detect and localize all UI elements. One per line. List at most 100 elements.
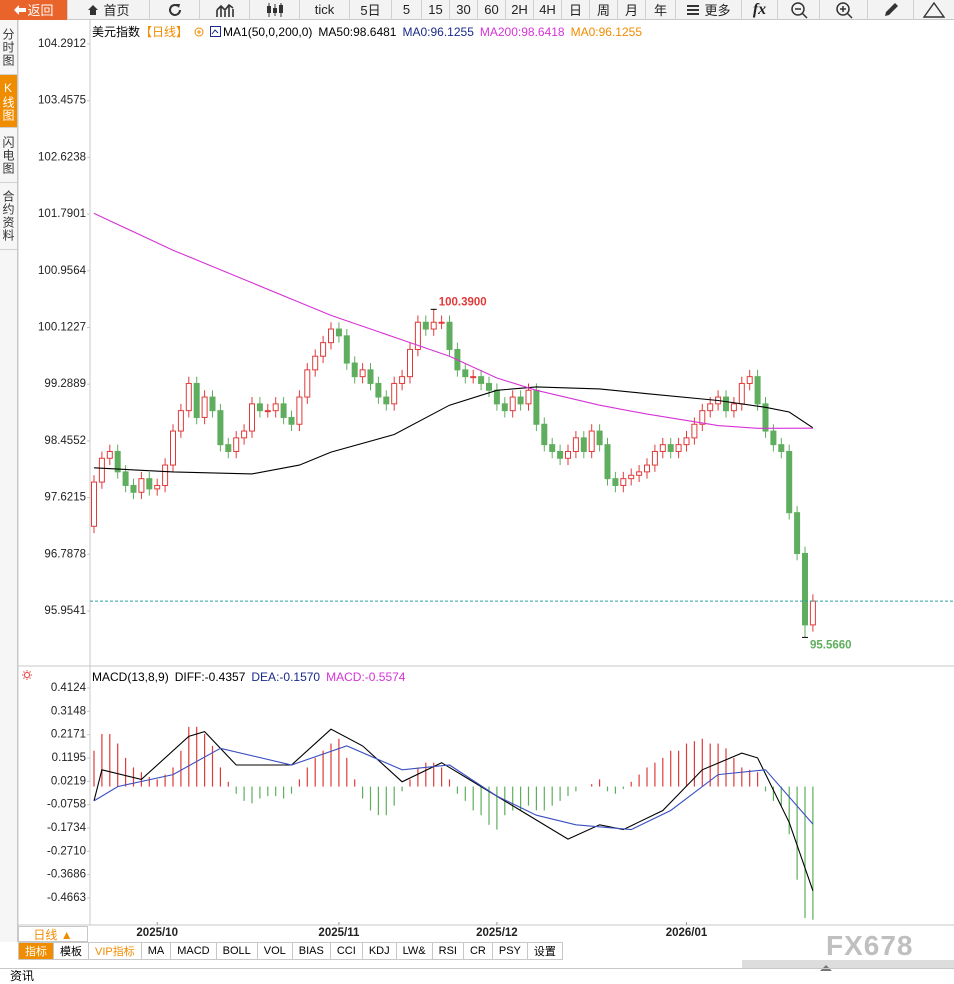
pencil-icon	[884, 2, 898, 16]
candle-body	[470, 376, 477, 379]
y-tick-label: -0.3686	[47, 869, 86, 881]
indicator-tab[interactable]: CCI	[330, 942, 363, 960]
indicator-tab[interactable]: 设置	[527, 942, 563, 960]
candle-body	[241, 430, 248, 439]
side-tab[interactable]: 合约资料	[0, 183, 17, 250]
candle-body	[170, 430, 176, 466]
period-button[interactable]: 日线 ▲	[18, 926, 88, 942]
candle-body	[786, 450, 793, 514]
candle-body	[549, 444, 556, 452]
period-option[interactable]: 2H	[506, 0, 534, 20]
period-option[interactable]: 60	[478, 0, 506, 20]
candle-body	[699, 410, 706, 425]
y-tick-label: 96.7878	[44, 548, 86, 560]
zoom-out-button[interactable]	[778, 0, 820, 20]
y-tick-label: 100.9564	[38, 265, 87, 277]
legend-entry: MA0:96.1255	[570, 24, 642, 39]
period-option[interactable]: 5日	[350, 0, 392, 20]
side-tab[interactable]: 分时图	[0, 20, 17, 75]
candle-body	[636, 471, 643, 476]
indicator-tab[interactable]: VIP指标	[89, 942, 142, 960]
triangle-icon	[923, 1, 945, 18]
candle-body	[794, 512, 801, 554]
period-option[interactable]: 30	[450, 0, 478, 20]
back-label: 返回	[27, 3, 54, 18]
candle-body	[98, 457, 105, 483]
candle-body	[351, 362, 358, 378]
period-option[interactable]: tick	[300, 0, 350, 20]
indicator-line	[93, 212, 813, 429]
zoom-in-button[interactable]	[820, 0, 868, 20]
instrument-title: 美元指数	[92, 25, 141, 39]
period-option[interactable]: 周	[590, 0, 618, 20]
x-tick-label: 2026/01	[666, 927, 708, 939]
candle-body	[114, 450, 121, 473]
indicator-tab[interactable]: RSI	[432, 942, 464, 960]
indicator-tab[interactable]: VOL	[257, 942, 293, 960]
candle-body	[557, 450, 564, 459]
indicator-tab[interactable]: MA	[141, 942, 172, 960]
candle-body	[778, 444, 785, 452]
candle-body	[130, 484, 137, 493]
candle-body	[565, 450, 571, 459]
candle-body	[375, 382, 382, 398]
extreme-label: 95.5660	[810, 639, 852, 651]
candle-body	[651, 450, 658, 466]
side-tab[interactable]: 闪电图	[0, 128, 17, 183]
period-option[interactable]: 5	[392, 0, 422, 20]
candle-body	[225, 444, 232, 452]
candle-body	[422, 321, 429, 330]
candle-button[interactable]	[250, 0, 300, 20]
more-button[interactable]: 更多	[676, 0, 742, 20]
y-tick-label: 104.2912	[38, 38, 86, 50]
indicator-tab[interactable]: 指标	[18, 942, 54, 960]
legend-entry: MA0:96.1255	[402, 24, 474, 39]
y-tick-label: 103.4575	[38, 95, 86, 107]
candle-body	[493, 389, 500, 405]
fx-button[interactable]: fx	[742, 0, 778, 20]
settings-icon[interactable]	[194, 27, 204, 37]
side-tab-active[interactable]: K线图	[0, 75, 17, 128]
shape-button[interactable]	[914, 0, 954, 20]
indicator-tab[interactable]: KDJ	[362, 942, 397, 960]
indicator-tab[interactable]: PSY	[492, 942, 528, 960]
candle-body	[802, 552, 808, 626]
indicator-tab[interactable]: MACD	[171, 942, 217, 960]
indicator-tab[interactable]: LW&	[396, 942, 433, 960]
toolbar: 返回 首页 tick 5日 5 15 30 60 2H 4H 日周月年 更多 fx	[0, 0, 954, 20]
indicator-tab[interactable]: CR	[463, 942, 493, 960]
refresh-button[interactable]	[150, 0, 200, 20]
candle-body	[256, 403, 263, 412]
candle-body	[604, 444, 611, 480]
candle-body	[691, 423, 698, 439]
candle-body	[533, 389, 540, 425]
period-option[interactable]: 4H	[534, 0, 562, 20]
home-button[interactable]: 首页	[68, 0, 150, 20]
indicator-line	[93, 728, 814, 891]
y-tick-label: 101.7901	[38, 208, 86, 220]
candle-body	[335, 328, 342, 337]
candle-body	[438, 321, 445, 324]
period-option[interactable]: 日	[562, 0, 590, 20]
candle-body	[659, 444, 666, 452]
footer-tab[interactable]: 资讯	[10, 969, 35, 983]
period-option[interactable]: 月	[618, 0, 646, 20]
candle-body	[644, 464, 650, 473]
candle-body	[478, 376, 485, 384]
indicator-tab[interactable]: BIAS	[292, 942, 331, 960]
macd-title: MACD(13,8,9)	[92, 670, 169, 684]
candle-body	[414, 321, 421, 350]
period-option[interactable]: 年	[646, 0, 676, 20]
indicator-tab[interactable]: 模板	[54, 942, 89, 960]
indicator-icon	[210, 26, 222, 37]
y-tick-label: -0.0758	[47, 799, 86, 811]
draw-button[interactable]	[868, 0, 914, 20]
candle-body	[272, 403, 279, 412]
candle-body	[122, 471, 129, 486]
back-button[interactable]: 返回	[0, 0, 68, 20]
indicator-tab[interactable]: BOLL	[216, 942, 258, 960]
period-option[interactable]: 15	[422, 0, 450, 20]
y-tick-label: 95.9541	[44, 605, 86, 617]
candle-body	[193, 382, 200, 418]
chart-type-button[interactable]	[200, 0, 250, 20]
